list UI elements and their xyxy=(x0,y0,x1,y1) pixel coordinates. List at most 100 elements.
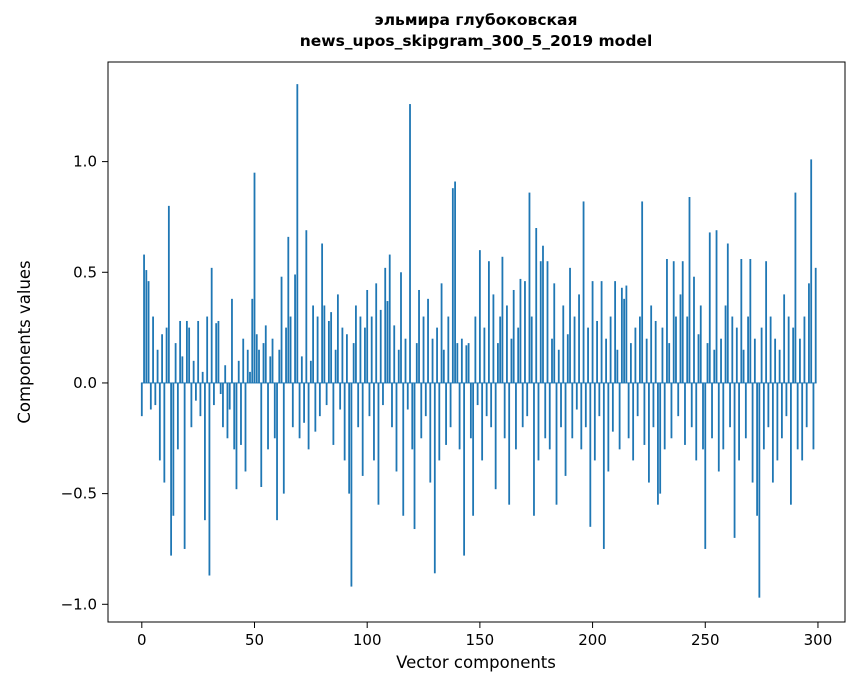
bar xyxy=(449,382,452,428)
bar xyxy=(519,278,522,383)
bar xyxy=(224,365,227,383)
bar xyxy=(645,338,648,383)
bar xyxy=(497,343,499,383)
bar xyxy=(418,289,420,383)
bar xyxy=(339,382,342,410)
bar xyxy=(267,382,269,450)
bar xyxy=(411,382,414,450)
bar xyxy=(206,316,209,383)
bar xyxy=(249,371,251,383)
bar xyxy=(584,382,587,428)
bar xyxy=(790,382,792,505)
bar xyxy=(260,382,263,487)
bar xyxy=(300,356,303,383)
bar xyxy=(620,287,623,383)
bar xyxy=(469,382,472,439)
bar xyxy=(215,323,218,383)
bar xyxy=(722,382,725,450)
bar xyxy=(589,382,592,527)
bar xyxy=(436,327,438,383)
bar xyxy=(578,294,580,383)
bar xyxy=(228,382,231,410)
bar xyxy=(158,382,161,461)
bar xyxy=(167,205,170,383)
bar xyxy=(325,382,328,406)
bar xyxy=(305,230,308,383)
bar xyxy=(433,382,436,574)
bar xyxy=(679,294,682,383)
bar xyxy=(278,349,281,383)
bar xyxy=(199,382,202,417)
bar xyxy=(348,382,351,494)
bar xyxy=(814,267,817,383)
bar xyxy=(499,316,502,383)
bar xyxy=(406,382,409,410)
x-tick-label: 0 xyxy=(137,631,147,649)
bar xyxy=(598,382,601,417)
bar xyxy=(607,382,610,472)
bar xyxy=(555,382,558,505)
bar xyxy=(713,349,716,383)
bar xyxy=(557,349,560,383)
bar xyxy=(161,334,163,383)
bar xyxy=(490,382,493,428)
bar xyxy=(632,382,635,461)
bar xyxy=(744,382,747,439)
bar xyxy=(636,382,639,417)
bar xyxy=(467,343,470,383)
bar xyxy=(172,382,175,516)
bar xyxy=(251,298,254,383)
bar xyxy=(422,316,425,383)
bar xyxy=(548,382,551,450)
bar xyxy=(771,382,774,483)
bar xyxy=(677,382,680,417)
bar xyxy=(303,382,305,423)
bar xyxy=(753,338,756,383)
bar xyxy=(503,382,506,439)
bar xyxy=(420,382,423,439)
bar xyxy=(366,289,369,383)
bar xyxy=(544,382,547,439)
bar xyxy=(170,382,173,556)
bar xyxy=(233,382,236,450)
bar xyxy=(596,320,598,383)
bar xyxy=(472,382,475,516)
bar xyxy=(240,382,242,445)
bar xyxy=(774,338,777,383)
bar xyxy=(542,245,544,383)
bar xyxy=(334,349,337,383)
bar xyxy=(657,382,659,505)
bar xyxy=(501,256,504,383)
bar xyxy=(767,382,770,428)
y-tick-label: −1.0 xyxy=(61,595,97,613)
bar xyxy=(404,338,407,383)
bar xyxy=(668,343,671,383)
bar xyxy=(341,327,344,383)
bar xyxy=(445,382,447,445)
bar xyxy=(237,360,240,383)
ticks-layer: 0 50 100 150 200 250 300 −1.0 −0.5 0.0 0.5 1.0 xyxy=(61,153,833,649)
bar xyxy=(402,382,405,516)
bar xyxy=(253,172,256,383)
bar xyxy=(321,243,324,383)
bar xyxy=(758,382,761,598)
bar xyxy=(512,289,515,383)
bar xyxy=(521,382,524,428)
bar xyxy=(643,382,646,445)
bar xyxy=(276,382,278,521)
bar xyxy=(684,382,686,445)
bar xyxy=(478,250,481,383)
bar xyxy=(799,338,801,383)
bar xyxy=(510,338,513,383)
bar xyxy=(591,281,594,383)
bar xyxy=(481,382,484,461)
bar xyxy=(298,382,301,439)
bar xyxy=(533,382,535,516)
bar xyxy=(650,305,653,383)
bar xyxy=(740,258,743,383)
bar xyxy=(711,382,713,439)
bar xyxy=(792,327,795,383)
bar xyxy=(672,261,675,383)
bar xyxy=(176,382,179,450)
bar xyxy=(296,84,299,383)
